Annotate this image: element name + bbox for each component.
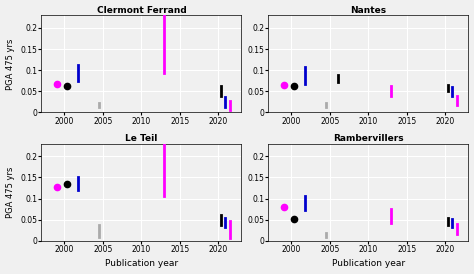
X-axis label: Publication year: Publication year — [105, 259, 178, 269]
X-axis label: Publication year: Publication year — [332, 259, 405, 269]
Title: Nantes: Nantes — [350, 5, 386, 15]
Title: Rambervillers: Rambervillers — [333, 134, 404, 143]
Title: Clermont Ferrand: Clermont Ferrand — [97, 5, 186, 15]
Title: Le Teil: Le Teil — [125, 134, 157, 143]
Y-axis label: PGA 475 yrs: PGA 475 yrs — [6, 38, 15, 90]
Y-axis label: PGA 475 yrs: PGA 475 yrs — [6, 167, 15, 218]
